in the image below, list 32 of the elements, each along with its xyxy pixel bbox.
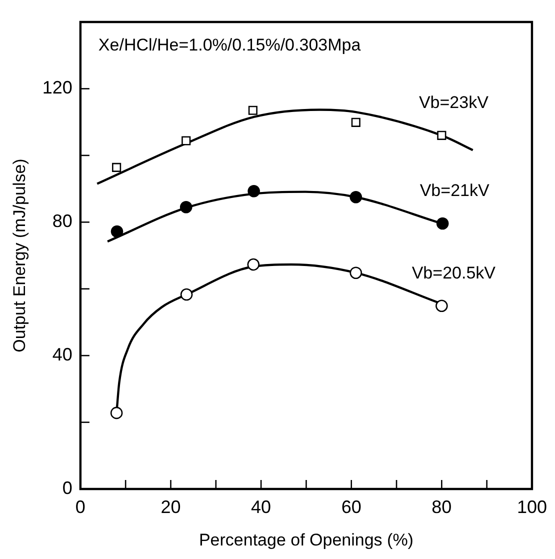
- x-tick-label: 20: [160, 496, 181, 517]
- point: [180, 288, 193, 301]
- x-tick-label: 0: [75, 496, 86, 517]
- y-tick-label: 0: [62, 478, 72, 498]
- point: [182, 136, 191, 146]
- point: [350, 190, 362, 204]
- point: [351, 118, 360, 127]
- point: [437, 130, 446, 140]
- point: [247, 258, 260, 271]
- y-tick-label: 40: [52, 344, 72, 365]
- series-label: Vb=21kV: [420, 181, 490, 200]
- point: [180, 200, 192, 214]
- point: [436, 217, 449, 230]
- point: [248, 184, 260, 198]
- y-tick-label: 80: [52, 211, 72, 232]
- series-label: Vb=20.5kV: [412, 264, 496, 283]
- x-tick-label: 60: [341, 496, 362, 517]
- y-axis-title: Output Energy (mJ/pulse): [10, 158, 29, 352]
- point: [110, 225, 124, 238]
- line-series: [96, 108, 474, 185]
- point: [112, 162, 122, 172]
- point: [436, 300, 448, 312]
- point: [110, 406, 123, 420]
- series-label: Vb=23kV: [418, 93, 490, 112]
- annotation: Xe/HCl/He=1.0%/0.15%/0.303Mpa: [98, 36, 362, 55]
- x-tick-label: 100: [516, 496, 548, 517]
- x-axis-title: Percentage of Openings (%): [198, 530, 414, 550]
- x-tick-label: 80: [432, 496, 452, 517]
- x-tick-label: 40: [251, 496, 272, 517]
- y-tick-label: 120: [42, 78, 72, 98]
- point: [248, 106, 258, 115]
- point: [350, 266, 362, 279]
